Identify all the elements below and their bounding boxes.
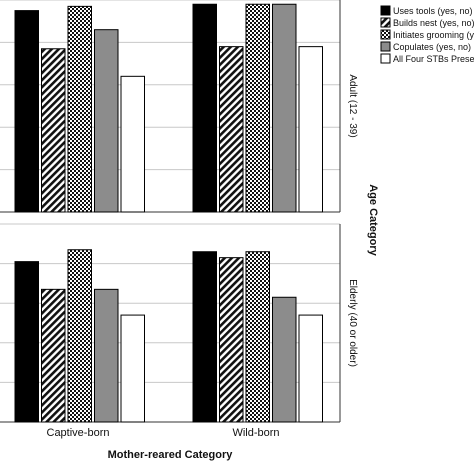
legend-label: All Four STBs Present bbox=[393, 54, 474, 64]
bar-wild-born-series-3 bbox=[245, 3, 270, 213]
panel-label: Adult (12 - 39) bbox=[347, 74, 358, 137]
legend-swatch bbox=[380, 17, 391, 28]
bar-captive-born-series-4 bbox=[94, 29, 119, 213]
row-category-title: Age Category bbox=[367, 184, 379, 256]
bar-wild-born-series-2 bbox=[219, 257, 244, 423]
bar-captive-born-series-5 bbox=[120, 314, 145, 423]
bar-captive-born-series-2 bbox=[41, 48, 66, 213]
bar-captive-born-series-2 bbox=[41, 288, 66, 423]
legend-label: Builds nest (yes, no) bbox=[393, 18, 474, 28]
legend-swatch bbox=[380, 5, 391, 16]
legend-label: Copulates (yes, no) bbox=[393, 42, 471, 52]
bar-wild-born-series-4 bbox=[272, 3, 297, 213]
panel-elderly: Elderly (40 or older) bbox=[0, 223, 358, 423]
bar-wild-born-series-3 bbox=[245, 251, 270, 423]
bar-captive-born-series-4 bbox=[94, 288, 119, 423]
bar-wild-born-series-5 bbox=[298, 314, 323, 423]
bar-captive-born-series-3 bbox=[67, 249, 92, 423]
panel-adult: Adult (12 - 39) bbox=[0, 0, 358, 213]
bar-captive-born-series-1 bbox=[14, 10, 39, 213]
legend-label: Uses tools (yes, no) bbox=[393, 6, 473, 16]
legend: Uses tools (yes, no) Builds nest (yes, no… bbox=[380, 5, 474, 64]
legend-swatch bbox=[380, 41, 391, 52]
bar-wild-born-series-1 bbox=[192, 251, 217, 423]
legend-swatch bbox=[380, 29, 391, 40]
x-tick-label: Captive-born bbox=[47, 427, 110, 439]
bar-wild-born-series-5 bbox=[298, 46, 323, 213]
x-axis-title: Mother-reared Category bbox=[108, 449, 234, 461]
bar-captive-born-series-5 bbox=[120, 75, 145, 213]
x-tick-label: Wild-born bbox=[232, 427, 279, 439]
panel-label: Elderly (40 or older) bbox=[347, 279, 358, 367]
legend-label: Initiates grooming (yes, no) bbox=[393, 30, 474, 40]
bar-captive-born-series-1 bbox=[14, 261, 39, 423]
bar-wild-born-series-4 bbox=[272, 296, 297, 423]
bar-wild-born-series-1 bbox=[192, 3, 217, 213]
panels-layer: Adult (12 - 39) Elderly (40 or older) Capt… bbox=[0, 0, 358, 439]
legend-swatch bbox=[380, 53, 391, 64]
bar-wild-born-series-2 bbox=[219, 46, 244, 213]
bar-captive-born-series-3 bbox=[67, 5, 92, 213]
